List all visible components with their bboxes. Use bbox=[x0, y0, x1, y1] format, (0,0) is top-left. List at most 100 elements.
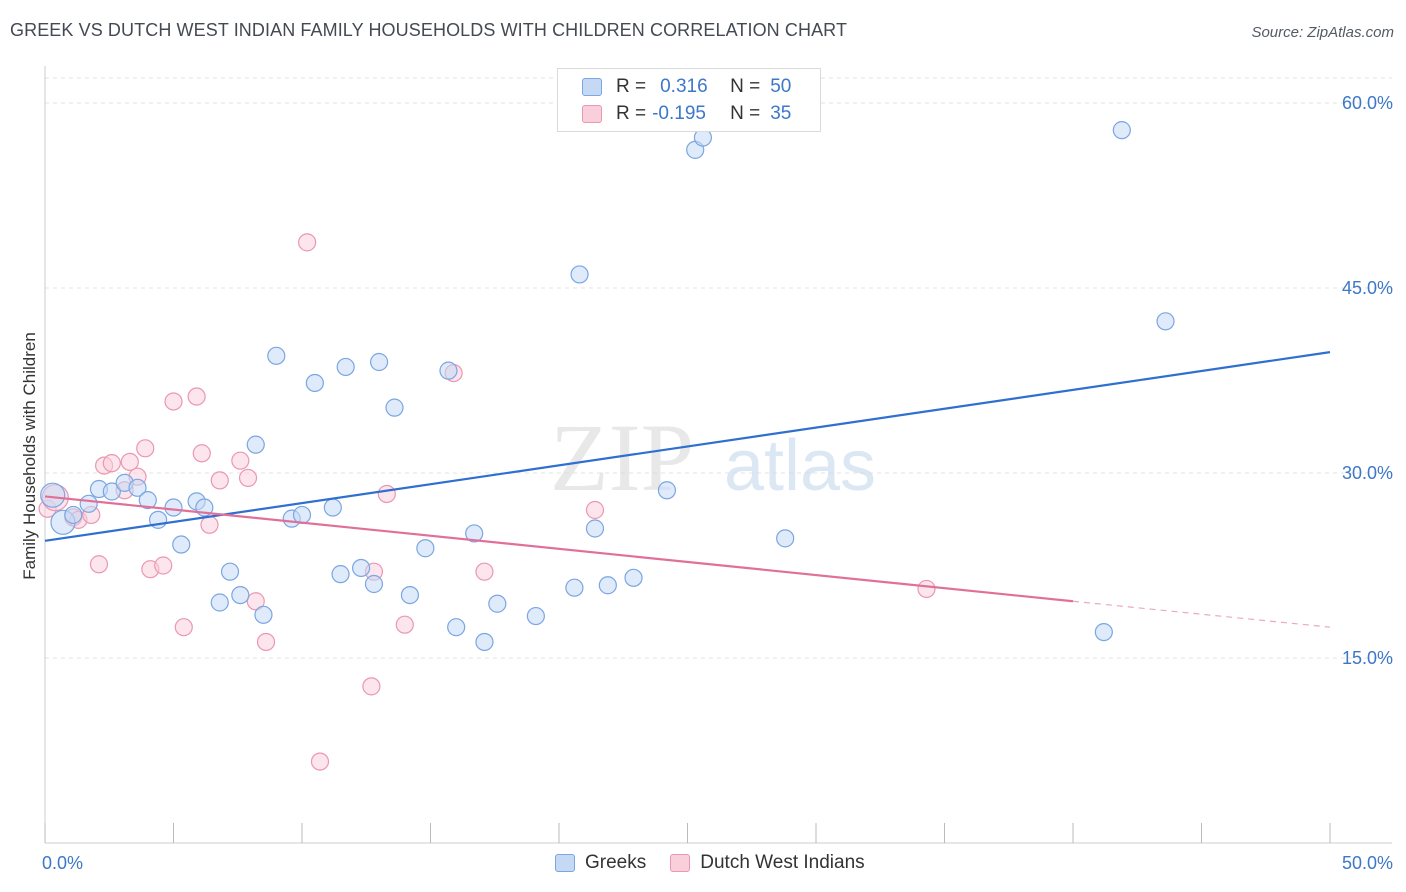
greek-point bbox=[220, 562, 240, 581]
greek-point bbox=[447, 618, 466, 637]
greek-point bbox=[210, 593, 229, 612]
greek-point bbox=[624, 568, 643, 587]
n-label: N = bbox=[730, 76, 761, 97]
x-tick-label: 0.0% bbox=[42, 853, 83, 873]
dutch-trend-line bbox=[44, 495, 1074, 603]
chart-title: GREEK VS DUTCH WEST INDIAN FAMILY HOUSEH… bbox=[10, 20, 848, 40]
greek-point bbox=[526, 606, 545, 626]
greek-point bbox=[400, 585, 420, 605]
dutch-point bbox=[917, 579, 936, 599]
dutch-point bbox=[256, 632, 276, 652]
n-label: N = bbox=[730, 103, 761, 124]
greeks-swatch bbox=[582, 78, 602, 96]
greek-point bbox=[416, 539, 435, 558]
r-value: 0.316 bbox=[660, 76, 708, 97]
greek-point bbox=[776, 529, 795, 548]
greek-point bbox=[352, 558, 371, 578]
greek-point bbox=[102, 482, 121, 501]
gridlines bbox=[45, 77, 1392, 659]
greek-point bbox=[439, 361, 458, 380]
greek-point bbox=[364, 574, 384, 594]
greek-point bbox=[465, 524, 484, 543]
greek-point bbox=[172, 535, 191, 554]
greeks-swatch bbox=[555, 854, 575, 872]
dutch-point bbox=[136, 439, 155, 458]
dutch-point bbox=[102, 454, 121, 473]
legend-label: Dutch West Indians bbox=[700, 852, 865, 873]
legend-item-greeks[interactable]: Greeks bbox=[555, 852, 646, 874]
trend-lines bbox=[44, 351, 1331, 628]
dutch-trend-extension bbox=[1072, 600, 1331, 628]
series-legend: Greeks Dutch West Indians bbox=[555, 852, 889, 874]
greek-point bbox=[385, 398, 404, 417]
greek-point bbox=[570, 265, 589, 284]
dutch-point bbox=[395, 615, 414, 634]
dutch-point bbox=[192, 444, 211, 463]
dutch-point bbox=[377, 484, 396, 504]
greek-point bbox=[585, 519, 605, 538]
greek-point bbox=[336, 357, 355, 377]
y-axis-label: Family Households with Children bbox=[20, 332, 39, 580]
greek-point bbox=[292, 505, 312, 525]
dutch-point bbox=[298, 233, 317, 252]
y-tick-label: 60.0% bbox=[1342, 93, 1393, 113]
greek-point bbox=[254, 605, 273, 624]
y-tick-label: 30.0% bbox=[1342, 463, 1393, 483]
dutch-point bbox=[89, 555, 109, 574]
greek-point bbox=[79, 494, 98, 513]
dutch-swatch bbox=[670, 854, 691, 872]
greek-point bbox=[1112, 121, 1131, 140]
greek-point bbox=[246, 435, 265, 454]
greek-point bbox=[128, 478, 147, 497]
watermark: ZIP atlas bbox=[550, 404, 876, 511]
greek-point bbox=[40, 482, 66, 508]
r-value: -0.195 bbox=[652, 103, 706, 124]
x-tick-label: 50.0% bbox=[1342, 853, 1393, 873]
correlation-legend: R = 0.316 N = 50 R = -0.195 N = 35 bbox=[557, 68, 821, 132]
tick-labels: 15.0% 30.0% 45.0% 60.0% 0.0% 50.0% bbox=[42, 93, 1393, 873]
greeks-points bbox=[40, 121, 1175, 652]
greek-point bbox=[657, 481, 677, 500]
greeks-trend-line bbox=[44, 351, 1331, 542]
greek-point bbox=[164, 498, 183, 517]
greek-point bbox=[231, 585, 250, 605]
dutch-point bbox=[210, 471, 229, 490]
dutch-point bbox=[187, 387, 206, 406]
source-label: Source: ZipAtlas.com bbox=[1251, 24, 1394, 41]
dutch-point bbox=[164, 392, 183, 411]
n-value: 35 bbox=[770, 103, 792, 124]
legend-row-greeks: R = 0.316 N = 50 bbox=[582, 75, 791, 99]
greek-point bbox=[1094, 622, 1113, 642]
greek-point bbox=[1156, 312, 1175, 331]
n-value: 50 bbox=[770, 76, 792, 97]
greek-point bbox=[331, 565, 350, 584]
legend-label: Greeks bbox=[585, 852, 647, 873]
dutch-point bbox=[154, 556, 173, 575]
dutch-point bbox=[200, 515, 219, 534]
axes bbox=[44, 66, 1392, 844]
dutch-point bbox=[174, 618, 193, 637]
dutch-point bbox=[362, 677, 381, 696]
y-tick-label: 15.0% bbox=[1342, 648, 1393, 668]
y-tick-label: 45.0% bbox=[1342, 278, 1393, 298]
dutch-point bbox=[585, 500, 605, 520]
r-label: R = bbox=[616, 103, 647, 124]
legend-item-dutch[interactable]: Dutch West Indians bbox=[670, 852, 865, 874]
watermark-atlas: atlas bbox=[724, 426, 876, 506]
legend-row-dutch: R = -0.195 N = 35 bbox=[582, 102, 791, 126]
dutch-point bbox=[246, 592, 265, 611]
greek-point bbox=[565, 578, 584, 597]
greek-point bbox=[305, 373, 324, 393]
dutch-point bbox=[475, 562, 494, 581]
greek-point bbox=[488, 594, 507, 613]
greek-point bbox=[370, 352, 389, 372]
dutch-point bbox=[238, 468, 258, 488]
dutch-point bbox=[310, 752, 330, 771]
greek-point bbox=[598, 576, 617, 595]
greek-point bbox=[475, 632, 494, 652]
dutch-swatch bbox=[582, 105, 602, 123]
greek-point bbox=[267, 346, 286, 365]
greek-point bbox=[323, 498, 342, 517]
greek-point bbox=[64, 505, 83, 525]
